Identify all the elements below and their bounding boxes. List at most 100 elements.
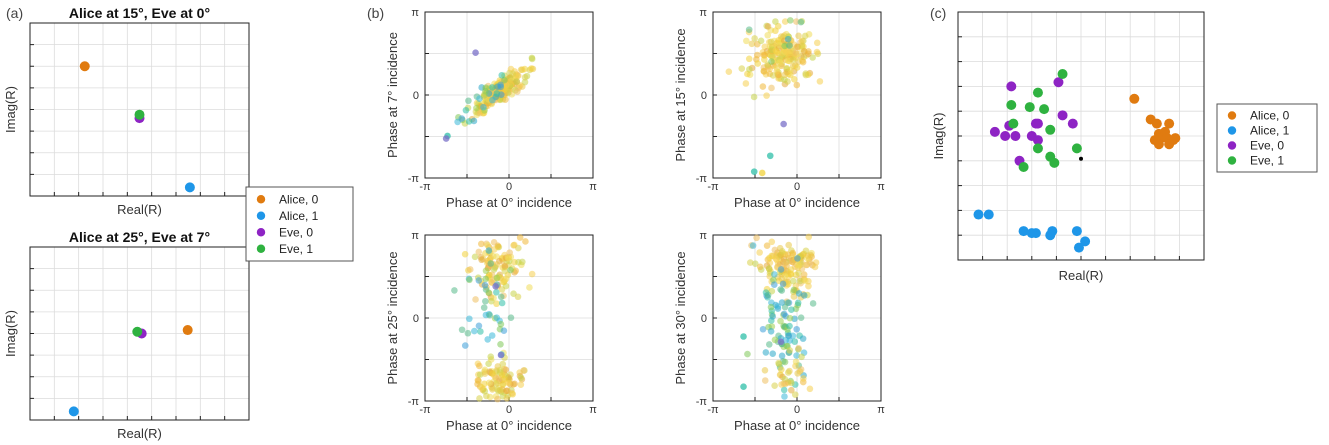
data-point [507,314,515,322]
svg-text:(b): (b) [367,5,384,21]
data-point [134,109,145,120]
data-point [184,182,195,193]
data-point [1067,118,1078,129]
y-axis-label: Phase at 30° incidence [673,251,688,384]
data-point [1073,242,1084,253]
data-point [784,251,791,258]
data-point [764,23,772,30]
data-point [1071,226,1082,237]
data-point [1153,139,1164,150]
data-point [485,289,493,297]
chart-c: Real(R) Imag(R) [931,11,1205,283]
data-point [791,391,799,398]
y-axis-label: Imag(R) [3,310,18,357]
chart-b-25deg: -π 0 π -π 0 π Phase at 0° incidence Phase at 25… [385,230,597,433]
data-point [528,65,535,72]
data-point [780,120,787,128]
data-point [785,241,792,249]
y-tick-label: 0 [701,313,707,325]
chart-a-bottom: Alice at 25°, Eve at 7° Real(R) Imag(R) [3,229,250,441]
data-point [802,71,810,79]
data-point [498,299,506,307]
data-point [769,72,777,79]
data-point [792,358,800,366]
data-point [493,90,501,97]
chart-title: Alice at 15°, Eve at 0° [69,5,210,21]
data-point [485,247,493,254]
data-point [480,304,488,311]
data-point [765,341,773,348]
data-point [799,335,807,342]
data-point [781,71,788,79]
data-point [795,58,802,66]
data-point [509,70,517,78]
legend-label: Eve, 1 [1250,154,1284,168]
data-point [772,18,779,25]
data-point [751,35,758,42]
data-point [802,277,809,285]
data-point [798,37,806,45]
y-tick-label: π [699,7,707,19]
data-point [509,390,516,398]
data-point [1024,102,1035,113]
data-point [795,345,802,352]
data-point [1026,228,1037,239]
data-point [787,17,794,24]
x-axis-label: Real(R) [1059,268,1104,283]
x-tick-label: π [877,404,885,416]
data-point [516,234,524,241]
data-point [776,41,783,49]
data-point [514,293,522,301]
y-axis-label: Imag(R) [3,86,18,133]
data-point [784,35,792,43]
data-point [791,76,798,83]
y-axis-label: Phase at 25° incidence [385,251,400,384]
data-point [506,249,513,256]
data-point [765,265,773,272]
data-point [786,322,793,330]
data-point [782,259,789,267]
data-point [472,49,479,57]
data-point [777,366,785,373]
data-point [792,49,800,56]
data-point [500,327,508,335]
data-point [517,66,525,73]
data-point [519,258,526,266]
data-point [768,58,775,65]
legend-a: Alice, 0 Alice, 1 Eve, 0 Eve, 1 [245,186,354,262]
data-point [745,26,753,33]
data-point [521,74,529,81]
data-point [182,325,193,336]
panel-label-a: (a) [6,5,23,21]
data-point [505,379,512,387]
data-point [800,292,808,299]
data-point [785,369,792,376]
data-point [492,380,500,387]
data-point [801,32,809,40]
data-point [492,282,499,290]
data-point [442,135,450,142]
y-tick-label: 0 [701,90,707,102]
y-tick-label: 0 [413,313,419,325]
data-point [503,394,511,402]
data-point [768,84,775,92]
data-point [1164,139,1175,150]
data-point [477,240,485,248]
data-point [478,256,485,264]
data-point [520,367,527,374]
data-point [474,376,482,384]
data-point [751,260,759,267]
data-point [791,338,799,345]
data-point [799,58,807,66]
x-tick-label: π [589,404,597,416]
data-point [1079,156,1083,161]
data-point [780,310,788,318]
data-point [472,296,479,303]
data-point [758,169,766,177]
legend-label: Alice, 0 [1250,109,1290,123]
x-tick-label: 0 [506,404,512,416]
data-point [465,97,472,105]
data-point [482,267,490,275]
data-point [767,303,775,311]
